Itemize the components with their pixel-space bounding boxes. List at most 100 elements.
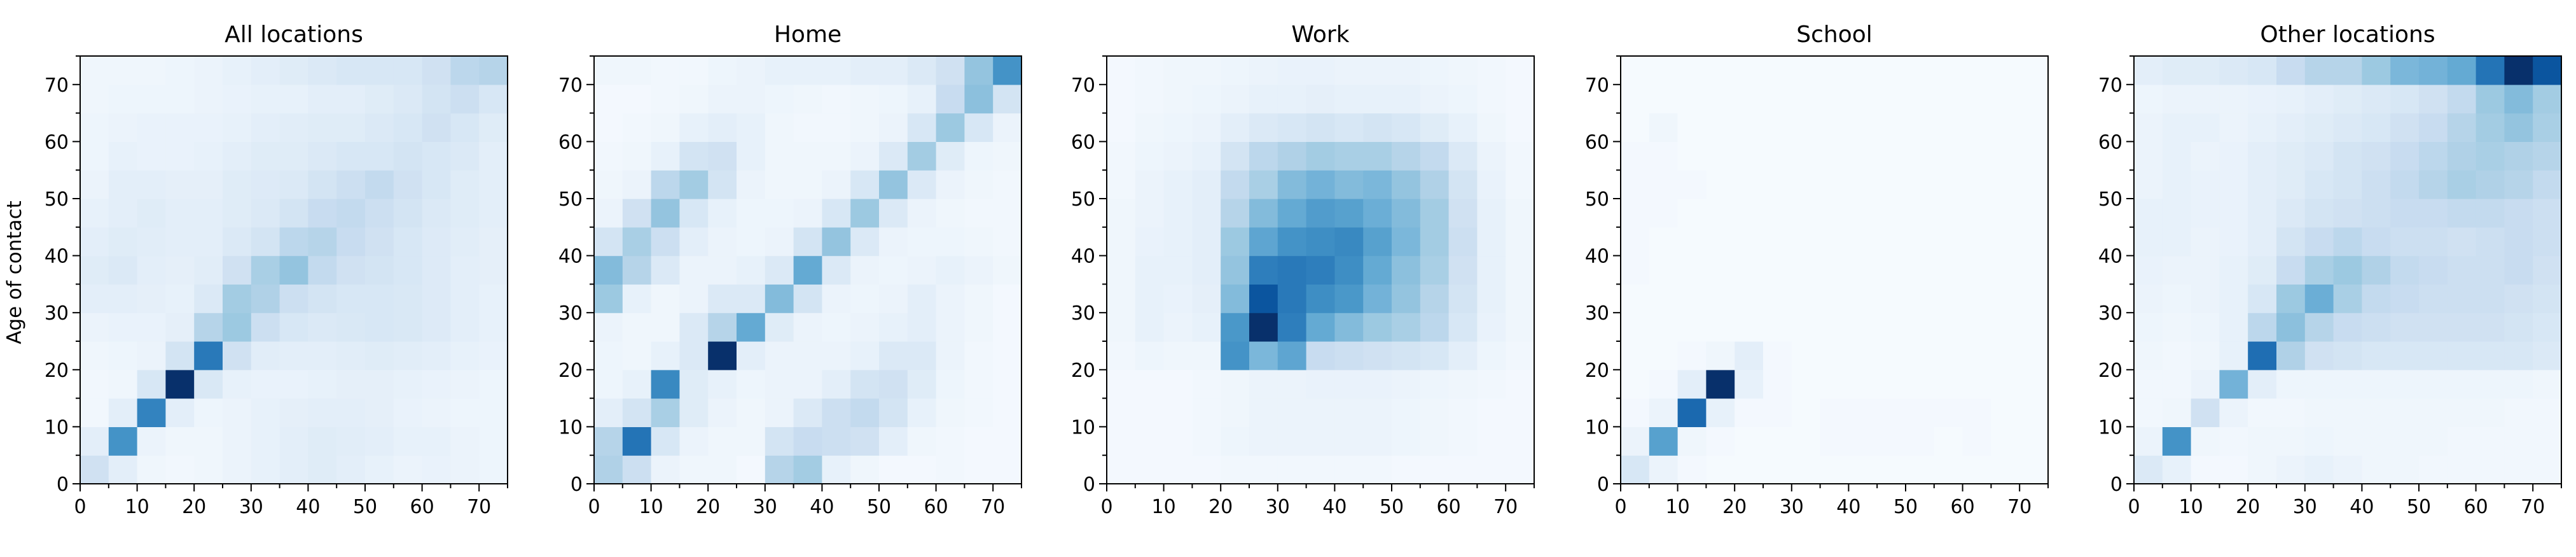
heatmap-cell [165, 369, 195, 399]
heatmap-cell [2504, 199, 2533, 228]
heatmap-cell [194, 170, 223, 199]
heatmap-cell [223, 369, 252, 399]
heatmap-cell [1107, 170, 1136, 199]
heatmap-cell [1477, 113, 1506, 142]
heatmap-cell [336, 398, 366, 427]
heatmap-cell [1848, 56, 1878, 85]
heatmap-cell [2333, 255, 2362, 285]
y-tick-label: 50 [2098, 188, 2122, 211]
heatmap-cell [2504, 56, 2533, 85]
heatmap-cell [1621, 56, 1650, 85]
x-tick-label: 0 [74, 496, 86, 518]
heatmap-cell [708, 455, 737, 484]
heatmap-cell [1192, 313, 1221, 342]
heatmap-cell [479, 313, 508, 342]
heatmap-cell [2248, 398, 2277, 427]
heatmap-cell [594, 113, 623, 142]
heatmap-cell [737, 427, 766, 456]
heatmap-cell [765, 313, 794, 342]
heatmap-cell [2134, 170, 2163, 199]
heatmap-cell [2533, 113, 2562, 142]
heatmap-cell [1791, 427, 1821, 456]
heatmap-cell [708, 141, 737, 171]
heatmap-cell [1735, 369, 1764, 399]
heatmap-cell [251, 199, 280, 228]
heatmap-cell [279, 113, 308, 142]
heatmap-cell [165, 56, 195, 85]
heatmap-cell [1621, 455, 1650, 484]
heatmap-cell [679, 199, 709, 228]
heatmap-cell [1791, 227, 1821, 257]
heatmap-cell [822, 369, 851, 399]
panel-title: School [1796, 22, 1873, 48]
heatmap-cell [223, 284, 252, 313]
heatmap-cell [1649, 284, 1679, 313]
heatmap-cell [2276, 255, 2306, 285]
heatmap-cell [1621, 427, 1650, 456]
heatmap-cell [1334, 398, 1364, 427]
heatmap-cell [1277, 398, 1307, 427]
heatmap-cell [1420, 313, 1450, 342]
heatmap-cell [1677, 455, 1707, 484]
y-tick-label: 30 [558, 302, 583, 325]
heatmap-cell [2533, 427, 2562, 456]
y-tick-label: 10 [2098, 416, 2122, 439]
heatmap-cell [2504, 141, 2533, 171]
x-tick-label: 10 [2179, 496, 2203, 518]
heatmap-cell [336, 369, 366, 399]
heatmap-cell [479, 170, 508, 199]
heatmap-cell [1763, 427, 1792, 456]
heatmap-cell [2447, 141, 2477, 171]
heatmap-cell [1306, 398, 1335, 427]
heatmap-cell [2447, 284, 2477, 313]
y-tick-label: 10 [45, 416, 69, 439]
heatmap-cell [2504, 398, 2533, 427]
heatmap-cell [1962, 313, 1991, 342]
heatmap-cell [1906, 341, 1935, 370]
heatmap-cell [1991, 227, 2020, 257]
y-tick-label: 40 [2098, 246, 2122, 268]
heatmap-cell [251, 398, 280, 427]
heatmap-cell [393, 255, 423, 285]
heatmap-cell [194, 113, 223, 142]
heatmap-cell [2162, 284, 2192, 313]
heatmap-cell [2476, 113, 2505, 142]
heatmap-cell [1477, 341, 1506, 370]
heatmap-cell [1735, 398, 1764, 427]
heatmap-cell [822, 341, 851, 370]
heatmap-cell [2390, 56, 2420, 85]
heatmap-cell [936, 398, 965, 427]
panel-title: Work [1291, 22, 1349, 48]
heatmap-cell [1848, 199, 1878, 228]
heatmap-cell [2362, 369, 2391, 399]
heatmap-cell [2248, 255, 2277, 285]
heatmap-cell [1420, 427, 1450, 456]
heatmap-cell [1763, 284, 1792, 313]
x-tick-label: 70 [981, 496, 1005, 518]
heatmap-cell [850, 313, 880, 342]
heatmap-cell [2476, 255, 2505, 285]
heatmap-cell [708, 170, 737, 199]
heatmap-cell [1991, 199, 2020, 228]
heatmap-cell [393, 141, 423, 171]
heatmap-cell [450, 84, 480, 114]
heatmap-cell [651, 313, 680, 342]
heatmap-cell [223, 170, 252, 199]
heatmap-cell [393, 313, 423, 342]
heatmap-cell [1192, 170, 1221, 199]
heatmap-cell [679, 170, 709, 199]
heatmap-cell [1477, 427, 1506, 456]
heatmap-cell [108, 369, 138, 399]
heatmap-cell [793, 141, 822, 171]
heatmap-cell [1506, 170, 1535, 199]
heatmap-cell [2390, 313, 2420, 342]
heatmap-cell [2134, 284, 2163, 313]
heatmap-cell [1735, 113, 1764, 142]
x-tick-label: 70 [467, 496, 491, 518]
heatmap-cell [1934, 427, 1963, 456]
heatmap-cell [850, 170, 880, 199]
heatmap-cell [336, 113, 366, 142]
heatmap-cell [2362, 455, 2391, 484]
x-tick-label: 20 [696, 496, 720, 518]
heatmap-cell [108, 427, 138, 456]
